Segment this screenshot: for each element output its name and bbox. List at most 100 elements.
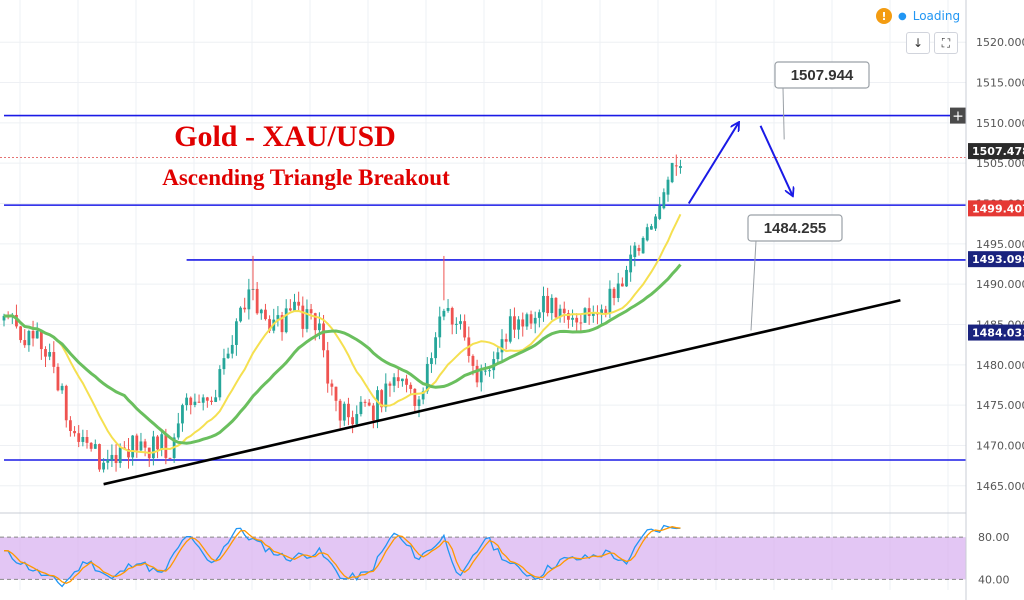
candle-body (201, 397, 205, 403)
candle-body (189, 397, 193, 406)
candle-body (442, 310, 446, 317)
candle-body (637, 248, 641, 251)
candle-body (650, 226, 653, 230)
projection-up-arrow (687, 123, 739, 205)
fullscreen-button[interactable]: ⛶ (934, 32, 958, 54)
horizontal-levels: + (0, 107, 966, 461)
candle-body (347, 403, 350, 418)
candle-body (645, 227, 649, 241)
candle-body (318, 323, 321, 331)
candle-body (69, 420, 72, 432)
candle-body (591, 312, 595, 316)
candle-body (131, 435, 135, 458)
chart-toolbar: ↓ ⛶ (906, 32, 958, 54)
candle-body (376, 390, 379, 421)
candle-body (284, 308, 288, 333)
candle-body (293, 301, 296, 311)
candle-body (367, 402, 371, 406)
price-badge (968, 200, 1024, 217)
status-indicator: ! ● Loading (876, 8, 960, 24)
candle-body (44, 349, 47, 357)
candle-body (226, 353, 230, 359)
chart-title: Gold - XAU/USD (174, 120, 396, 153)
candle-body (363, 401, 367, 403)
candle-body (255, 288, 259, 314)
candle-body (243, 307, 247, 310)
candle-body (60, 385, 64, 391)
candle-body (488, 370, 491, 372)
candle-body (550, 297, 554, 314)
callouts: 1507.944 1484.255 (747, 61, 870, 331)
candle-body (425, 363, 429, 392)
sma-fast-line (3, 213, 682, 454)
price-badge-label: 1499.407 (972, 202, 1024, 215)
candle-body (210, 400, 213, 402)
candle-body (102, 462, 105, 470)
candle-body (214, 397, 218, 402)
candle-body (81, 436, 85, 442)
rsi-d-line (3, 526, 681, 585)
candle-body (666, 179, 670, 195)
candle-body (110, 454, 114, 460)
moving-averages (3, 213, 682, 454)
price-tick-label: 1470.000 (976, 439, 1024, 452)
candle-body (288, 308, 292, 311)
candle-body (23, 340, 27, 346)
candle-body (127, 449, 130, 458)
candle-body (450, 307, 454, 325)
candle-body (633, 245, 637, 258)
candle-body (471, 355, 475, 366)
price-badge-label: 1484.031 (972, 327, 1024, 340)
candle-body (430, 358, 433, 364)
price-tick-label: 1475.000 (976, 399, 1024, 412)
price-tick-label: 1465.000 (976, 480, 1024, 493)
candle-body (31, 331, 35, 339)
candle-body (508, 316, 512, 342)
callout-leader (750, 240, 757, 331)
candle-body (222, 358, 226, 370)
candle-body (413, 388, 417, 406)
grid (0, 0, 966, 590)
candle-body (2, 315, 6, 321)
rsi-tick-label: 80.00 (978, 531, 1010, 544)
price-badge-label: 1507.478 (972, 145, 1024, 158)
candle-body (313, 313, 317, 331)
candle-body (280, 315, 284, 333)
candle-body (338, 400, 342, 421)
candlestick-series (2, 154, 682, 473)
candle-body (662, 192, 666, 209)
candle-body (546, 295, 550, 314)
candle-body (355, 414, 359, 425)
price-badge-label: 1493.098 (972, 253, 1024, 266)
candle-body (392, 377, 396, 386)
callout-box (747, 214, 843, 242)
candle-body (670, 162, 674, 183)
candle-body (143, 441, 147, 448)
support-trendline (103, 299, 901, 486)
price-badge (968, 324, 1024, 341)
price-badge (968, 143, 1024, 160)
projection-arrows (687, 123, 793, 205)
callout-label: 1484.255 (764, 220, 827, 237)
candle-body (371, 405, 375, 421)
candle-body (52, 352, 56, 367)
price-tick-label: 1515.000 (976, 77, 1024, 90)
candle-body (48, 352, 52, 357)
candle-body (309, 309, 313, 314)
projection-down-arrow (759, 125, 793, 196)
candle-body (600, 309, 603, 315)
candle-body (654, 216, 657, 229)
candle-body (542, 295, 545, 313)
price-tick-label: 1505.000 (976, 157, 1024, 170)
candle-body (118, 447, 122, 464)
candle-body (484, 370, 487, 372)
candle-body (612, 288, 616, 298)
candle-body (380, 390, 384, 408)
candle-body (168, 457, 172, 459)
download-button[interactable]: ↓ (906, 32, 930, 54)
candle-body (616, 283, 620, 298)
warning-icon[interactable]: ! (876, 8, 892, 24)
candle-body (438, 316, 442, 338)
candle-body (305, 309, 309, 329)
